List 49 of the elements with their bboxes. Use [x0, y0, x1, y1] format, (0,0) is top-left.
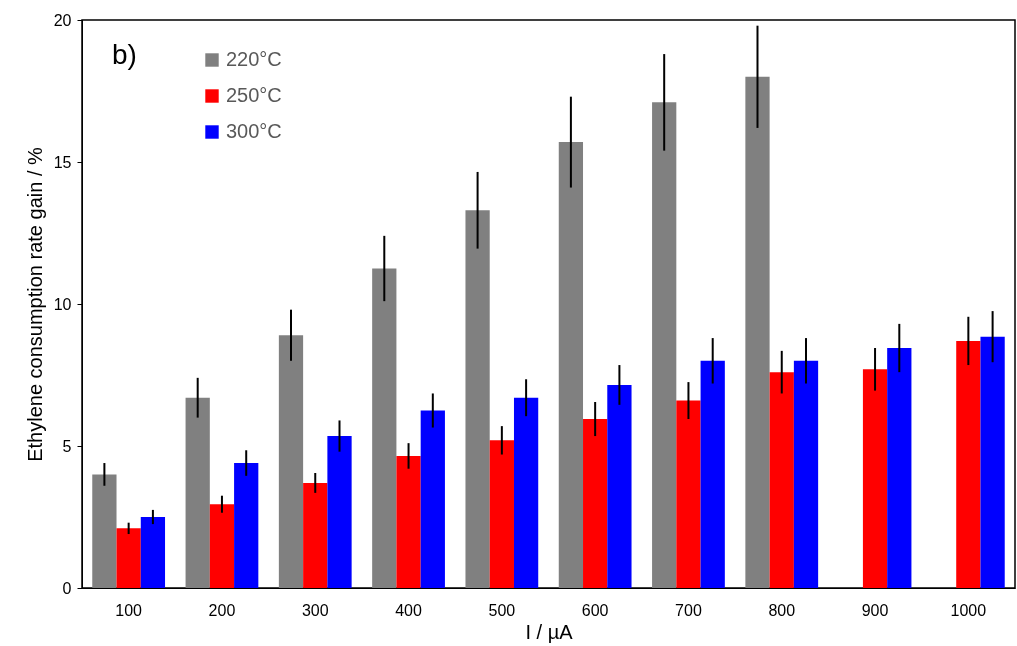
x-tick-label: 100 [115, 601, 143, 619]
bar [887, 348, 912, 588]
bar [700, 360, 725, 588]
x-tick-label: 300 [301, 601, 329, 619]
bar [956, 340, 981, 588]
bar [769, 372, 794, 588]
bar [652, 102, 677, 588]
bar [185, 397, 210, 588]
bar [234, 463, 259, 588]
bar [92, 474, 117, 588]
legend-label: 250°C [226, 84, 282, 106]
x-tick-label: 200 [208, 601, 236, 619]
x-tick-label: 500 [488, 601, 516, 619]
bar [396, 455, 421, 588]
bar [583, 419, 608, 588]
legend-label: 300°C [226, 120, 282, 142]
bar [980, 336, 1005, 588]
y-tick-label: 20 [53, 11, 72, 29]
x-tick-label: 1000 [950, 601, 987, 619]
x-axis-title: I / µA [525, 620, 574, 643]
x-tick-label: 900 [861, 601, 889, 619]
x-tick-label: 800 [768, 601, 796, 619]
bar [793, 360, 819, 588]
bar [465, 210, 490, 588]
bar [513, 397, 539, 588]
bar [745, 76, 770, 588]
y-tick-label: 15 [53, 153, 72, 171]
y-tick-label: 0 [62, 579, 72, 597]
bar [140, 517, 166, 588]
x-tick-label: 600 [581, 601, 609, 619]
bar [116, 528, 141, 588]
y-tick-label: 10 [53, 295, 72, 313]
bar [303, 482, 328, 588]
bar [327, 436, 352, 588]
legend-label: 220°C [226, 48, 282, 70]
bar [278, 335, 304, 588]
bar [209, 504, 235, 588]
y-axis-title: Ethylene consumption rate gain / % [23, 146, 46, 462]
y-tick-label: 5 [62, 437, 72, 455]
annotation: b) [112, 39, 137, 70]
bar [862, 369, 888, 588]
bar [420, 410, 445, 588]
bar [558, 142, 584, 588]
bar [489, 440, 514, 588]
bar [372, 268, 397, 588]
bar [676, 400, 701, 588]
bar [607, 384, 632, 588]
x-tick-label: 700 [675, 601, 702, 619]
x-tick-label: 400 [395, 601, 422, 619]
